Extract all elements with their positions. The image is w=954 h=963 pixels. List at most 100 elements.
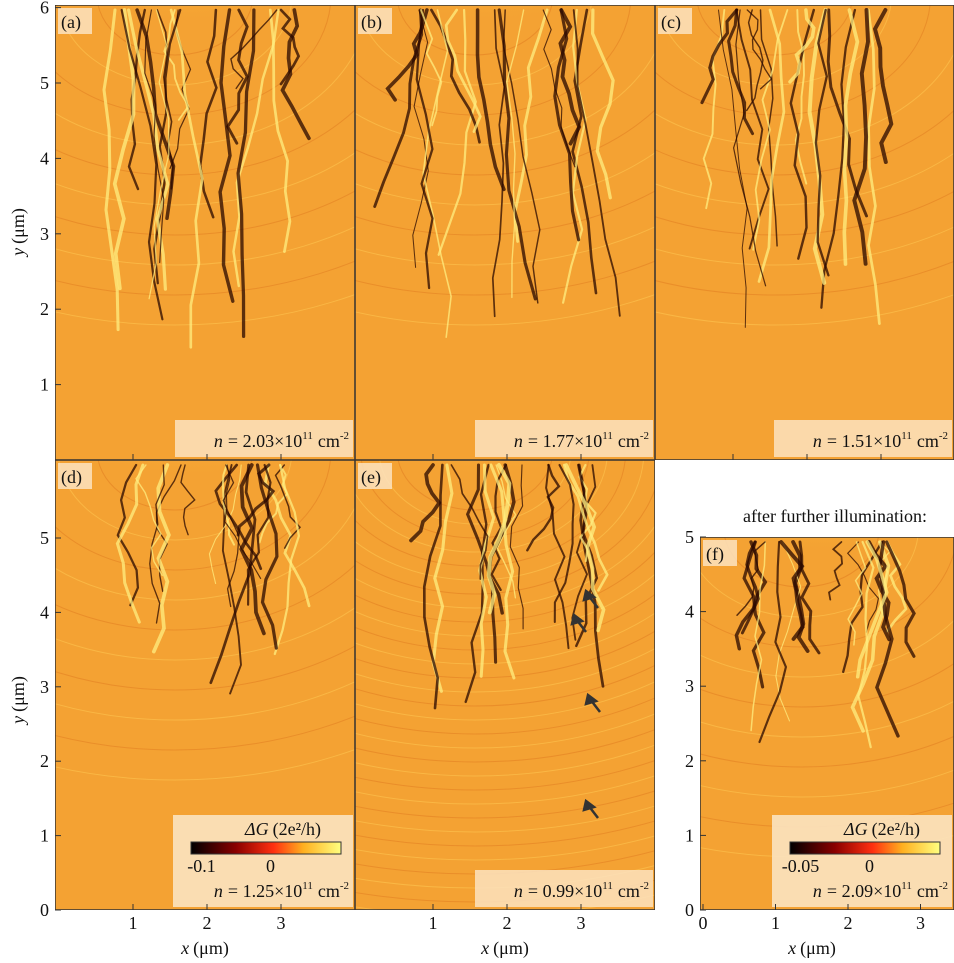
fringe xyxy=(55,293,355,326)
streak xyxy=(273,463,301,656)
streak xyxy=(422,463,444,710)
density-value: = 0.99×10 xyxy=(528,881,602,901)
density-unit-exponent: -2 xyxy=(939,880,948,892)
panel-label: (a) xyxy=(61,12,81,33)
y-tick-label: 2 xyxy=(40,751,49,771)
density-unit: cm xyxy=(917,881,939,901)
streak xyxy=(745,9,764,112)
fringe xyxy=(355,260,655,296)
y-tick-label: 4 xyxy=(685,602,694,622)
fringe xyxy=(358,5,592,86)
fringe xyxy=(379,460,571,525)
axis-symbol: x xyxy=(480,938,489,958)
streak xyxy=(752,9,789,251)
fringe xyxy=(355,109,655,176)
streak xyxy=(736,541,766,616)
axis-unit: (μm) xyxy=(493,938,529,959)
fringe xyxy=(360,460,590,539)
streak xyxy=(855,540,889,679)
y-tick-label: 2 xyxy=(40,299,49,319)
streak xyxy=(222,464,240,608)
streak xyxy=(506,9,525,299)
fringe xyxy=(355,593,655,651)
fringe xyxy=(355,226,655,266)
x-axis-label: x (μm) xyxy=(180,938,229,959)
streak xyxy=(826,8,868,218)
fringe xyxy=(355,51,655,146)
density-box xyxy=(475,420,653,457)
fringe xyxy=(55,190,355,236)
fringe xyxy=(355,647,655,693)
fringe xyxy=(55,109,355,176)
streak xyxy=(509,464,524,630)
streak xyxy=(209,463,257,685)
y-tick-label: 4 xyxy=(40,148,49,168)
streak xyxy=(562,463,609,592)
fringe xyxy=(355,835,655,861)
streak xyxy=(415,8,434,290)
y-tick-label: 3 xyxy=(40,677,49,697)
colorbar-symbol: ΔG xyxy=(244,819,269,839)
streak xyxy=(475,8,506,192)
streak xyxy=(590,8,615,200)
streak xyxy=(280,8,311,141)
streak xyxy=(842,8,860,266)
density-unit-exponent: -2 xyxy=(939,430,948,442)
fringe xyxy=(657,5,892,86)
colorbar-tick-label: 0 xyxy=(865,856,874,876)
y-tick-label: 2 xyxy=(685,751,694,771)
streak xyxy=(872,8,894,164)
density-unit: cm xyxy=(318,881,340,901)
streak xyxy=(236,463,276,537)
streak xyxy=(788,8,816,84)
streak xyxy=(491,9,506,318)
colorbar-tick-label: 0 xyxy=(266,856,275,876)
density-value: = 2.03×10 xyxy=(228,431,302,451)
streak xyxy=(255,463,279,650)
fringe xyxy=(97,460,253,511)
fringe xyxy=(55,715,355,751)
sgm-map xyxy=(355,460,655,910)
y-tick-label: 5 xyxy=(40,73,49,93)
panel-label: (e) xyxy=(361,467,381,488)
streak xyxy=(112,8,136,291)
y-axis-label: y (μm) xyxy=(8,208,29,258)
streak xyxy=(116,463,140,607)
density-box xyxy=(475,870,653,907)
streak xyxy=(226,8,249,145)
streak xyxy=(717,9,748,328)
streak xyxy=(279,8,301,86)
fringe xyxy=(700,769,954,798)
x-tick-label: 1 xyxy=(771,913,780,933)
streak xyxy=(148,9,170,300)
fringe xyxy=(355,488,655,595)
streak xyxy=(268,8,292,253)
streak xyxy=(746,9,773,90)
streak xyxy=(814,8,830,277)
panel-label: (f) xyxy=(706,544,724,565)
y-tick-label: 4 xyxy=(40,602,49,622)
streak xyxy=(513,8,549,243)
axis-unit: (μm) xyxy=(800,938,836,959)
panel-label: (d) xyxy=(61,467,82,488)
x-tick-label: 3 xyxy=(277,913,286,933)
fringe xyxy=(355,190,655,236)
x-axis-label: x (μm) xyxy=(480,938,529,959)
streak xyxy=(422,9,452,338)
fringe xyxy=(655,190,954,236)
fringe xyxy=(655,5,931,116)
density-value: = 2.09×10 xyxy=(827,881,901,901)
label-box xyxy=(358,463,392,489)
x-tick-label: 2 xyxy=(844,913,853,933)
fringe xyxy=(58,460,292,541)
streak xyxy=(575,463,599,648)
x-tick-label: 0 xyxy=(699,913,708,933)
streak xyxy=(526,463,561,552)
fringe xyxy=(55,226,355,266)
streak xyxy=(151,463,171,654)
streak xyxy=(497,8,537,301)
density-unit-exponent: -2 xyxy=(640,430,649,442)
x-tick-label: 2 xyxy=(503,913,512,933)
y-tick-label: 5 xyxy=(685,527,694,547)
axis-unit: (μm) xyxy=(8,208,29,244)
